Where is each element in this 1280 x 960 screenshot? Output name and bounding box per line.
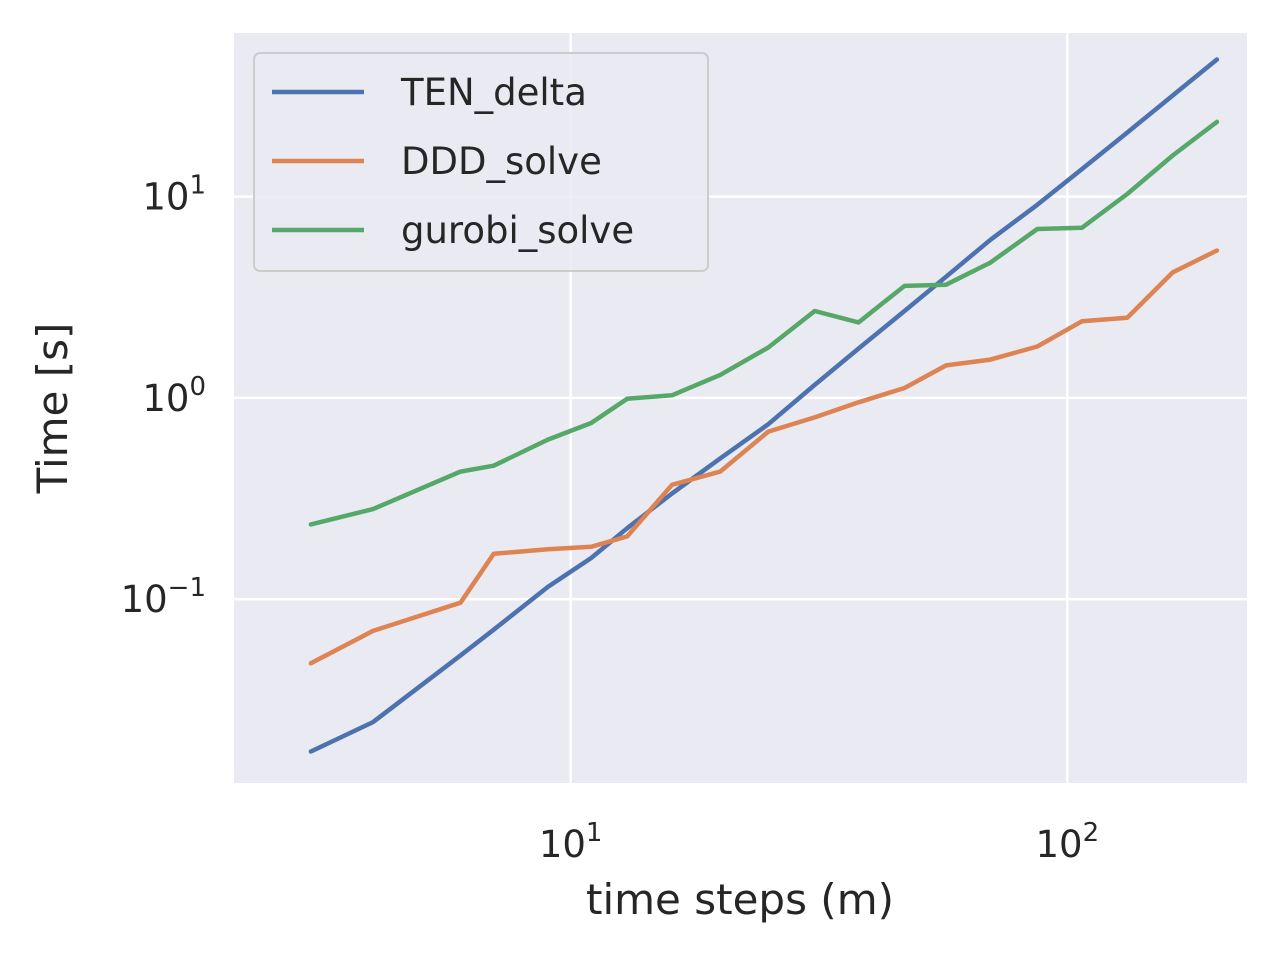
y-tick-exponent: −1: [168, 573, 206, 603]
y-tick-base: 10: [121, 578, 168, 621]
y-tick-base: 10: [142, 377, 189, 420]
x-tick-labels: 101 102: [539, 818, 1099, 866]
x-axis-label: time steps (m): [586, 875, 894, 924]
legend-label: DDD_solve: [401, 140, 602, 183]
series-line-gurobi-solve: [308, 119, 1220, 527]
legend-label: gurobi_solve: [401, 209, 634, 252]
y-axis-label: Time [s]: [28, 323, 77, 495]
x-tick-label: 101: [539, 818, 603, 866]
x-tick-base: 10: [1036, 823, 1083, 866]
y-tick-exponent: 0: [189, 372, 206, 402]
y-tick-label: 100: [142, 372, 206, 420]
legend-box: [253, 52, 709, 272]
y-tick-label: 101: [142, 171, 206, 219]
y-tick-exponent: 1: [189, 171, 206, 201]
x-tick-base: 10: [539, 823, 586, 866]
y-tick-label: 10−1: [121, 573, 206, 621]
series-lines: [308, 57, 1220, 754]
y-tick-base: 10: [142, 176, 189, 219]
series-line-ddd-solve: [308, 248, 1220, 666]
series-line-ten-delta: [308, 57, 1220, 754]
x-tick-exponent: 1: [586, 818, 603, 848]
legend-label: TEN_delta: [400, 71, 587, 114]
x-tick-exponent: 2: [1083, 818, 1100, 848]
x-tick-label: 102: [1036, 818, 1100, 866]
legend: TEN_delta DDD_solve gurobi_solve: [253, 52, 709, 272]
